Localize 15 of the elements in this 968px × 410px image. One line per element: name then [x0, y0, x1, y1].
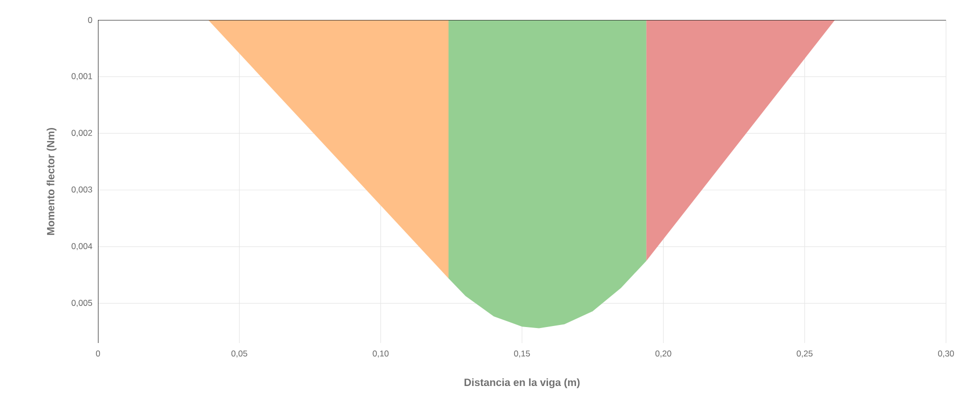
y-tick-label: 0,004: [72, 243, 92, 250]
x-tick-label: 0,25: [796, 350, 813, 358]
y-tick-label: 0,003: [72, 186, 92, 194]
x-tick-label: 0,20: [655, 350, 672, 358]
y-tick-label: 0,002: [72, 130, 92, 137]
y-tick-label: 0,001: [72, 73, 92, 80]
x-tick-label: 0,15: [514, 350, 530, 358]
x-axis-title: Distancia en la viga (m): [464, 378, 580, 388]
y-tick-label: 0,005: [72, 300, 92, 307]
x-tick-label: 0,30: [938, 350, 954, 358]
y-tick-label: 0: [88, 17, 92, 23]
y-axis-title: Momento flector (Nm): [46, 128, 56, 235]
x-tick-label: 0,05: [231, 350, 248, 358]
x-tick-label: 0,10: [372, 350, 389, 358]
x-tick-label: 0: [96, 350, 100, 357]
